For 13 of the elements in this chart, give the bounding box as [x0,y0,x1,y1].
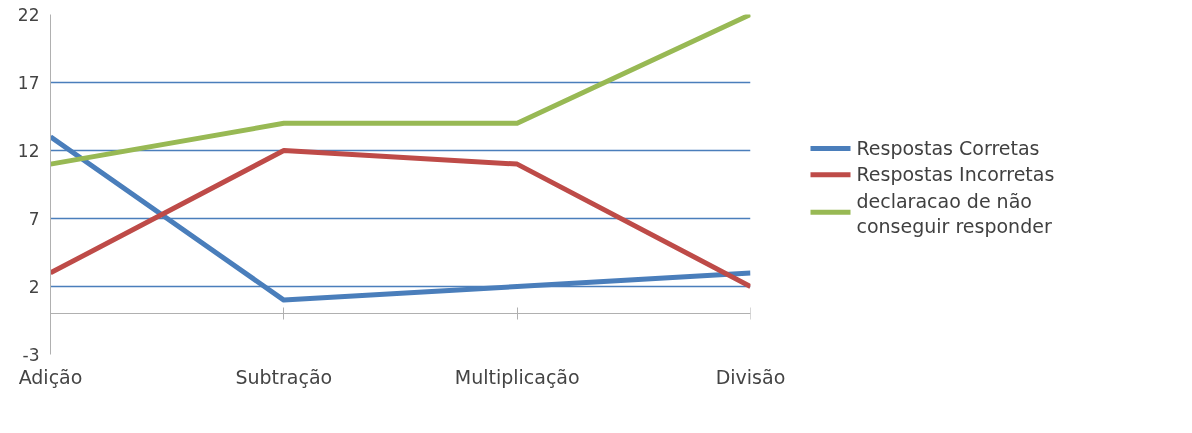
x-tick-label: Subtração [235,365,333,388]
legend-label: Respostas Corretas [856,137,1040,159]
y-tick-label: -3 [22,345,40,365]
y-tick-label: 2 [28,277,40,297]
x-tick-label: Divisão [715,365,786,388]
x-tick-label: Multiplicação [454,365,580,388]
x-tick-label: Adição [18,365,83,388]
y-tick-label: 7 [28,209,40,229]
y-tick-label: 22 [17,5,40,25]
legend-label: Respostas Incorretas [856,163,1055,186]
y-tick-label: 17 [17,73,40,93]
legend-label: declaracao de não conseguir responder [856,189,1052,237]
y-tick-label: 12 [17,141,40,161]
